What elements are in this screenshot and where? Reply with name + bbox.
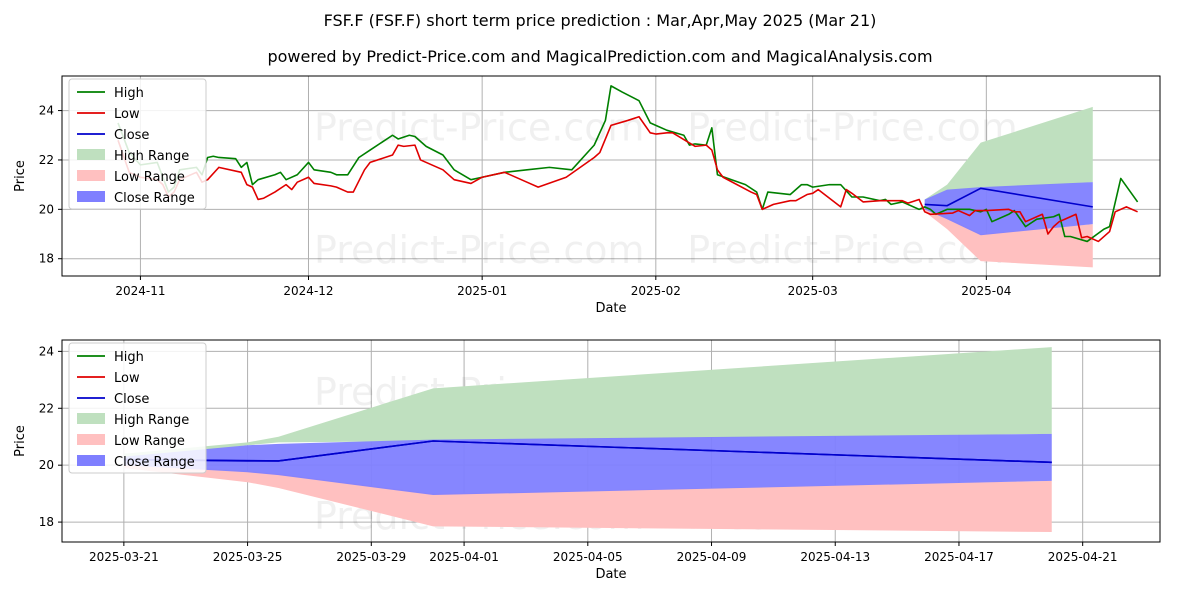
low-range-band (123, 462, 1052, 533)
x-tick-label: 2025-04-05 (553, 550, 623, 564)
high-range-band (924, 106, 1093, 205)
legend-swatch (77, 413, 105, 424)
legend-swatch (77, 434, 105, 445)
x-tick-label: 2025-01 (457, 284, 507, 298)
legend-swatch (77, 149, 105, 160)
y-tick-label: 20 (39, 202, 54, 216)
legend: High Low Close High Range Low Range Close Ran… (68, 78, 207, 210)
watermark-text: Predict-Price.com (314, 228, 645, 272)
low-range-band (924, 206, 1093, 268)
y-tick-label: 22 (39, 401, 54, 415)
y-tick-label: 18 (39, 252, 54, 266)
x-tick-label: 2025-04-13 (800, 550, 870, 564)
y-tick-label: 24 (39, 104, 54, 118)
bottom-chart-panel: 2025-03-21 2025-03-25 2025-03-29 2025-04-01… (13, 339, 1161, 582)
x-tick-label: 2024-12 (283, 284, 333, 298)
x-tick-label: 2025-03-25 (213, 550, 283, 564)
x-tick-label: 2025-03-29 (336, 550, 406, 564)
legend-label: Close Range (114, 191, 195, 206)
chart-subtitle: powered by Predict-Price.com and Magical… (267, 47, 932, 66)
y-tick-label: 18 (39, 515, 54, 529)
x-tick-label: 2025-04-01 (429, 550, 499, 564)
y-axis-label: Price (13, 425, 28, 457)
axes-frame (61, 339, 1161, 543)
legend-label: Low (114, 107, 140, 122)
x-tick-label: 2025-02 (631, 284, 681, 298)
legend: High Low Close High Range Low Range Close Ran… (68, 342, 207, 474)
close-range-band (123, 433, 1052, 496)
x-tick-label: 2025-04 (961, 284, 1011, 298)
x-tick-label: 2025-03-21 (89, 550, 159, 564)
legend-swatch (77, 170, 105, 181)
y-tick-label: 22 (39, 153, 54, 167)
x-axis-label: Date (595, 301, 626, 316)
legend-label: Low Range (114, 170, 185, 185)
y-tick-label: 20 (39, 458, 54, 472)
legend-label: Low (114, 371, 140, 386)
y-tick-label: 24 (39, 344, 54, 358)
watermark-text: Predict-Price.com (687, 106, 1018, 150)
legend-label: Low Range (114, 434, 185, 449)
close-forecast-line (924, 187, 1093, 208)
y-axis-label: Price (13, 160, 28, 192)
legend-label: High Range (114, 413, 189, 428)
top-chart-panel: 2024-11 2024-12 2025-01 2025-02 2025-03 2025-… (13, 75, 1161, 316)
watermark-text: Predict-Price.com (314, 106, 645, 150)
high-series-line (117, 85, 1139, 243)
legend-swatch (77, 191, 105, 202)
legend-label: Close Range (114, 455, 195, 470)
x-tick-label: 2025-03 (788, 284, 838, 298)
axes-frame (61, 75, 1161, 277)
chart-title: FSF.F (FSF.F) short term price predictio… (324, 11, 877, 30)
x-axis-label: Date (595, 567, 626, 582)
legend-label: High (114, 86, 144, 101)
legend-label: Close (114, 392, 149, 407)
low-series-line (117, 115, 1138, 243)
x-tick-label: 2025-04-09 (677, 550, 747, 564)
legend-swatch (77, 455, 105, 466)
x-tick-label: 2024-11 (115, 284, 165, 298)
x-tick-label: 2025-04-21 (1048, 550, 1118, 564)
legend-label: High (114, 350, 144, 365)
legend-label: High Range (114, 149, 189, 164)
high-range-band (123, 347, 1052, 460)
legend-label: Close (114, 128, 149, 143)
x-tick-label: 2025-04-17 (924, 550, 994, 564)
